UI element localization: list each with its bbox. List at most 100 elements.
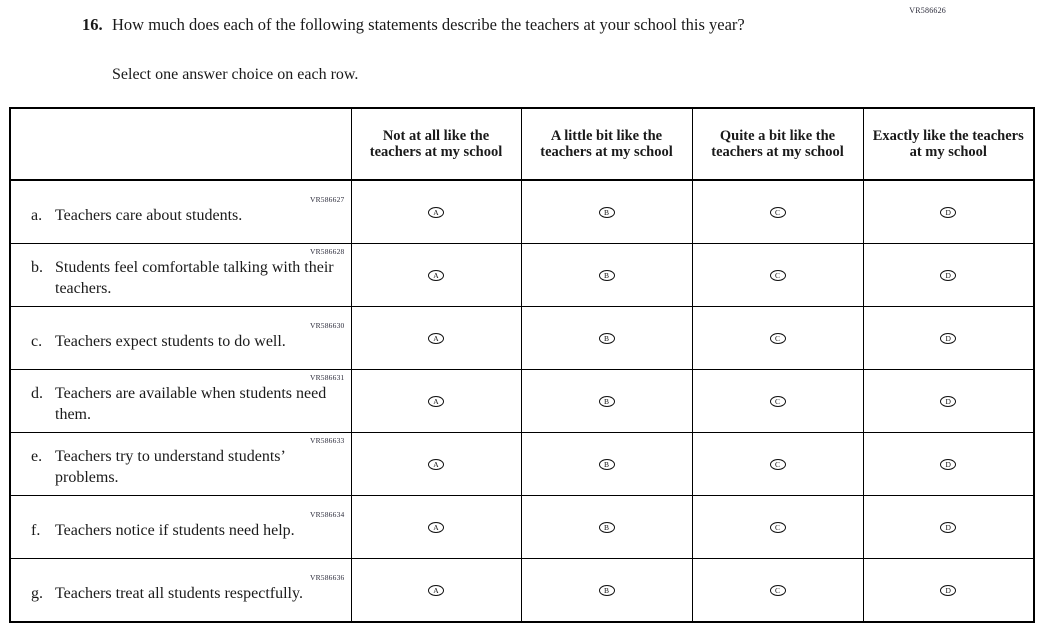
radio-option-d[interactable]: D — [862, 369, 1034, 433]
radio-option-d[interactable]: D — [862, 432, 1034, 496]
bubble-a-icon[interactable]: A — [428, 332, 444, 344]
bubble-a-icon[interactable]: A — [428, 206, 444, 218]
matrix-header-row: Not at all like the teachers at my schoo… — [10, 108, 1034, 181]
bubble-d-icon[interactable]: D — [940, 269, 957, 281]
bubble-b-icon[interactable]: B — [598, 584, 615, 596]
radio-option-b[interactable]: B — [520, 306, 693, 370]
table-row: VR586633 e. Teachers try to understand s… — [10, 432, 1034, 496]
bubble-a-icon[interactable]: A — [428, 395, 444, 407]
bubble-b-icon[interactable]: B — [598, 521, 615, 533]
radio-option-c[interactable]: C — [691, 495, 864, 559]
instruction-part-1: Select — [112, 66, 156, 83]
statement-letter: c. — [31, 332, 43, 350]
radio-option-a[interactable]: A — [350, 369, 522, 433]
table-row: VR586630 c. Teachers expect students to … — [10, 306, 1034, 370]
statement-text: Students feel comfortable talking with t… — [55, 259, 334, 297]
radio-option-a[interactable]: A — [350, 432, 522, 496]
header-option-4: Exactly like the teachers at my school — [862, 108, 1034, 181]
statement-letter: e. — [31, 448, 43, 465]
response-matrix: Not at all like the teachers at my schoo… — [9, 107, 1035, 623]
table-row: VR586628 b. Students feel comfortable ta… — [10, 243, 1034, 307]
bubble-b-icon[interactable]: B — [598, 458, 615, 470]
bubble-d-icon[interactable]: D — [940, 458, 957, 470]
question-block: VR586626 16. How much does each of the f… — [0, 0, 1042, 105]
row-item-code: VR586633 — [309, 436, 345, 445]
bubble-d-icon[interactable]: D — [940, 206, 957, 218]
statement-cell: VR586634 f. Teachers notice if students … — [10, 495, 352, 559]
radio-option-a[interactable]: A — [350, 495, 522, 559]
radio-option-b[interactable]: B — [520, 558, 693, 622]
radio-option-c[interactable]: C — [691, 432, 864, 496]
statement-cell: VR586627 a. Teachers care about students… — [10, 180, 352, 244]
statement-text: Teachers are available when students nee… — [55, 385, 327, 423]
statement-cell: VR586631 d. Teachers are available when … — [10, 369, 352, 433]
radio-option-c[interactable]: C — [691, 306, 864, 370]
radio-option-a[interactable]: A — [350, 306, 522, 370]
table-row: VR586631 d. Teachers are available when … — [10, 369, 1034, 433]
radio-option-d[interactable]: D — [862, 558, 1034, 622]
radio-option-b[interactable]: B — [520, 243, 693, 307]
radio-option-c[interactable]: C — [691, 558, 864, 622]
bubble-d-icon[interactable]: D — [940, 395, 957, 407]
radio-option-c[interactable]: C — [691, 243, 864, 307]
bubble-a-icon[interactable]: A — [428, 458, 444, 470]
radio-option-a[interactable]: A — [350, 243, 522, 307]
bubble-c-icon[interactable]: C — [769, 269, 786, 281]
header-option-2: A little bit like the teachers at my sch… — [520, 108, 693, 181]
statement-text: Teachers expect students to do well. — [55, 332, 286, 350]
radio-option-b[interactable]: B — [520, 432, 693, 496]
row-item-code: VR586634 — [309, 509, 345, 519]
bubble-b-icon[interactable]: B — [598, 206, 615, 218]
radio-option-d[interactable]: D — [862, 243, 1034, 307]
bubble-a-icon[interactable]: A — [428, 269, 444, 281]
instruction-part-2: answer choice on each row. — [178, 66, 359, 83]
bubble-b-icon[interactable]: B — [598, 332, 615, 344]
statement-cell: VR586628 b. Students feel comfortable ta… — [10, 243, 352, 307]
header-option-1: Not at all like the teachers at my schoo… — [350, 108, 522, 181]
bubble-a-icon[interactable]: A — [428, 584, 444, 596]
bubble-c-icon[interactable]: C — [769, 584, 786, 596]
bubble-d-icon[interactable]: D — [940, 521, 957, 533]
bubble-c-icon[interactable]: C — [769, 458, 786, 470]
table-row: VR586634 f. Teachers notice if students … — [10, 495, 1034, 559]
radio-option-a[interactable]: A — [350, 558, 522, 622]
statement-cell: VR586630 c. Teachers expect students to … — [10, 306, 352, 370]
radio-option-b[interactable]: B — [520, 369, 693, 433]
row-item-code: VR586630 — [309, 320, 345, 330]
bubble-c-icon[interactable]: C — [769, 206, 786, 218]
bubble-a-icon[interactable]: A — [428, 521, 444, 533]
bubble-c-icon[interactable]: C — [769, 332, 786, 344]
bubble-c-icon[interactable]: C — [769, 395, 786, 407]
radio-option-b[interactable]: B — [520, 495, 693, 559]
header-option-3: Quite a bit like the teachers at my scho… — [691, 108, 864, 181]
question-text: How much does each of the following stat… — [112, 15, 745, 34]
statement-letter: g. — [31, 584, 43, 602]
statement-letter: b. — [31, 259, 43, 276]
row-item-code: VR586628 — [309, 247, 345, 256]
radio-option-d[interactable]: D — [862, 180, 1034, 244]
row-item-code: VR586627 — [309, 194, 345, 204]
statement-letter: d. — [31, 385, 43, 402]
radio-option-b[interactable]: B — [520, 180, 693, 244]
row-item-code: VR586631 — [309, 373, 345, 382]
radio-option-c[interactable]: C — [691, 369, 864, 433]
bubble-c-icon[interactable]: C — [769, 521, 786, 533]
table-row: VR586636 g. Teachers treat all students … — [10, 558, 1034, 622]
bubble-d-icon[interactable]: D — [940, 332, 957, 344]
question-heading: 16. How much does each of the following … — [82, 14, 842, 35]
radio-option-d[interactable]: D — [862, 306, 1034, 370]
page-item-code: VR586626 — [909, 6, 946, 15]
radio-option-a[interactable]: A — [350, 180, 522, 244]
matrix-table: Not at all like the teachers at my schoo… — [9, 107, 1035, 623]
statement-cell: VR586633 e. Teachers try to understand s… — [10, 432, 352, 496]
question-instruction: Select one answer choice on each row. — [112, 64, 358, 85]
statement-text: Teachers notice if students need help. — [55, 521, 295, 539]
statement-letter: f. — [31, 521, 41, 539]
bubble-d-icon[interactable]: D — [940, 584, 957, 596]
bubble-b-icon[interactable]: B — [598, 269, 615, 281]
statement-text: Teachers try to understand students’ pro… — [55, 448, 285, 486]
bubble-b-icon[interactable]: B — [598, 395, 615, 407]
statement-text: Teachers care about students. — [55, 206, 243, 224]
radio-option-c[interactable]: C — [691, 180, 864, 244]
radio-option-d[interactable]: D — [862, 495, 1034, 559]
